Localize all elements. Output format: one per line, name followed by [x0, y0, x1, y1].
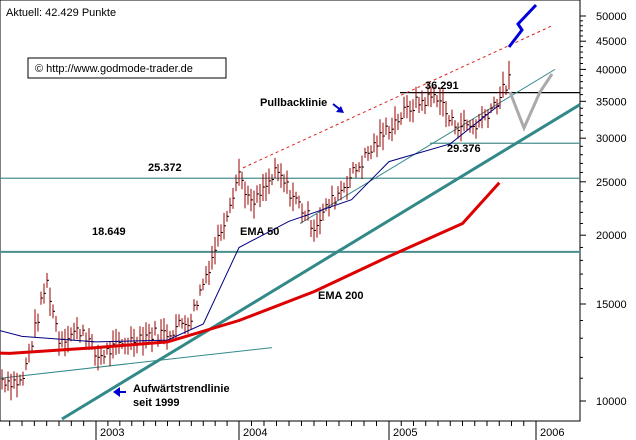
- y-tick-label: 50000: [596, 11, 627, 23]
- ema50-line: [0, 104, 500, 343]
- y-tick-label: 35000: [596, 96, 627, 108]
- ema50-label: EMA 50: [240, 226, 279, 238]
- y-tick-label: 10000: [596, 396, 627, 408]
- uptrend-line-main: [61, 103, 581, 421]
- x-tick-label: 2006: [540, 427, 564, 439]
- watermark-text: © http://www.godmode-trader.de: [35, 63, 193, 75]
- y-axis-ticks: 50000 45000 40000 35000 30000 25000 20000 15000…: [580, 11, 627, 408]
- level-label-29376: 29.376: [447, 143, 481, 155]
- x-axis-ticks: 2003 2004 2005 2006: [9, 421, 564, 440]
- forecast-alt-line: [508, 73, 554, 132]
- uptrend-arrow-icon: [113, 387, 126, 397]
- x-tick-label: 2003: [100, 427, 124, 439]
- y-tick-label: 15000: [596, 299, 627, 311]
- forecast-lines: [507, 3, 554, 132]
- ema-lines: [0, 104, 501, 355]
- horizontal-levels: [0, 92, 580, 253]
- level-label-18649: 18.649: [92, 226, 126, 238]
- price-bars: [1, 60, 511, 401]
- y-tick-label: 45000: [596, 36, 627, 48]
- current-value-label: Aktuell: 42.429 Punkte: [6, 7, 116, 19]
- x-tick-label: 2004: [243, 427, 267, 439]
- y-tick-label: 20000: [596, 230, 627, 242]
- ema200-line: [0, 181, 501, 355]
- level-label-36291: 36.291: [425, 80, 459, 92]
- pullback-arrow-icon: [332, 103, 344, 113]
- y-tick-label: 25000: [596, 177, 627, 189]
- level-label-25372: 25.372: [148, 162, 182, 174]
- pullback-label: Pullbacklinie: [260, 97, 327, 109]
- ema200-label: EMA 200: [318, 290, 363, 302]
- uptrend-line-thin: [0, 347, 273, 379]
- y-tick-label: 30000: [596, 133, 627, 145]
- y-tick-label: 40000: [596, 64, 627, 76]
- forecast-bull-line: [507, 3, 538, 48]
- uptrend-label-line2: seit 1999: [133, 397, 179, 409]
- uptrend-label-line1: Aufwärtstrendlinie: [133, 383, 230, 395]
- pullback-line: [242, 25, 553, 169]
- x-tick-label: 2005: [393, 427, 417, 439]
- watermark-box: [27, 57, 227, 79]
